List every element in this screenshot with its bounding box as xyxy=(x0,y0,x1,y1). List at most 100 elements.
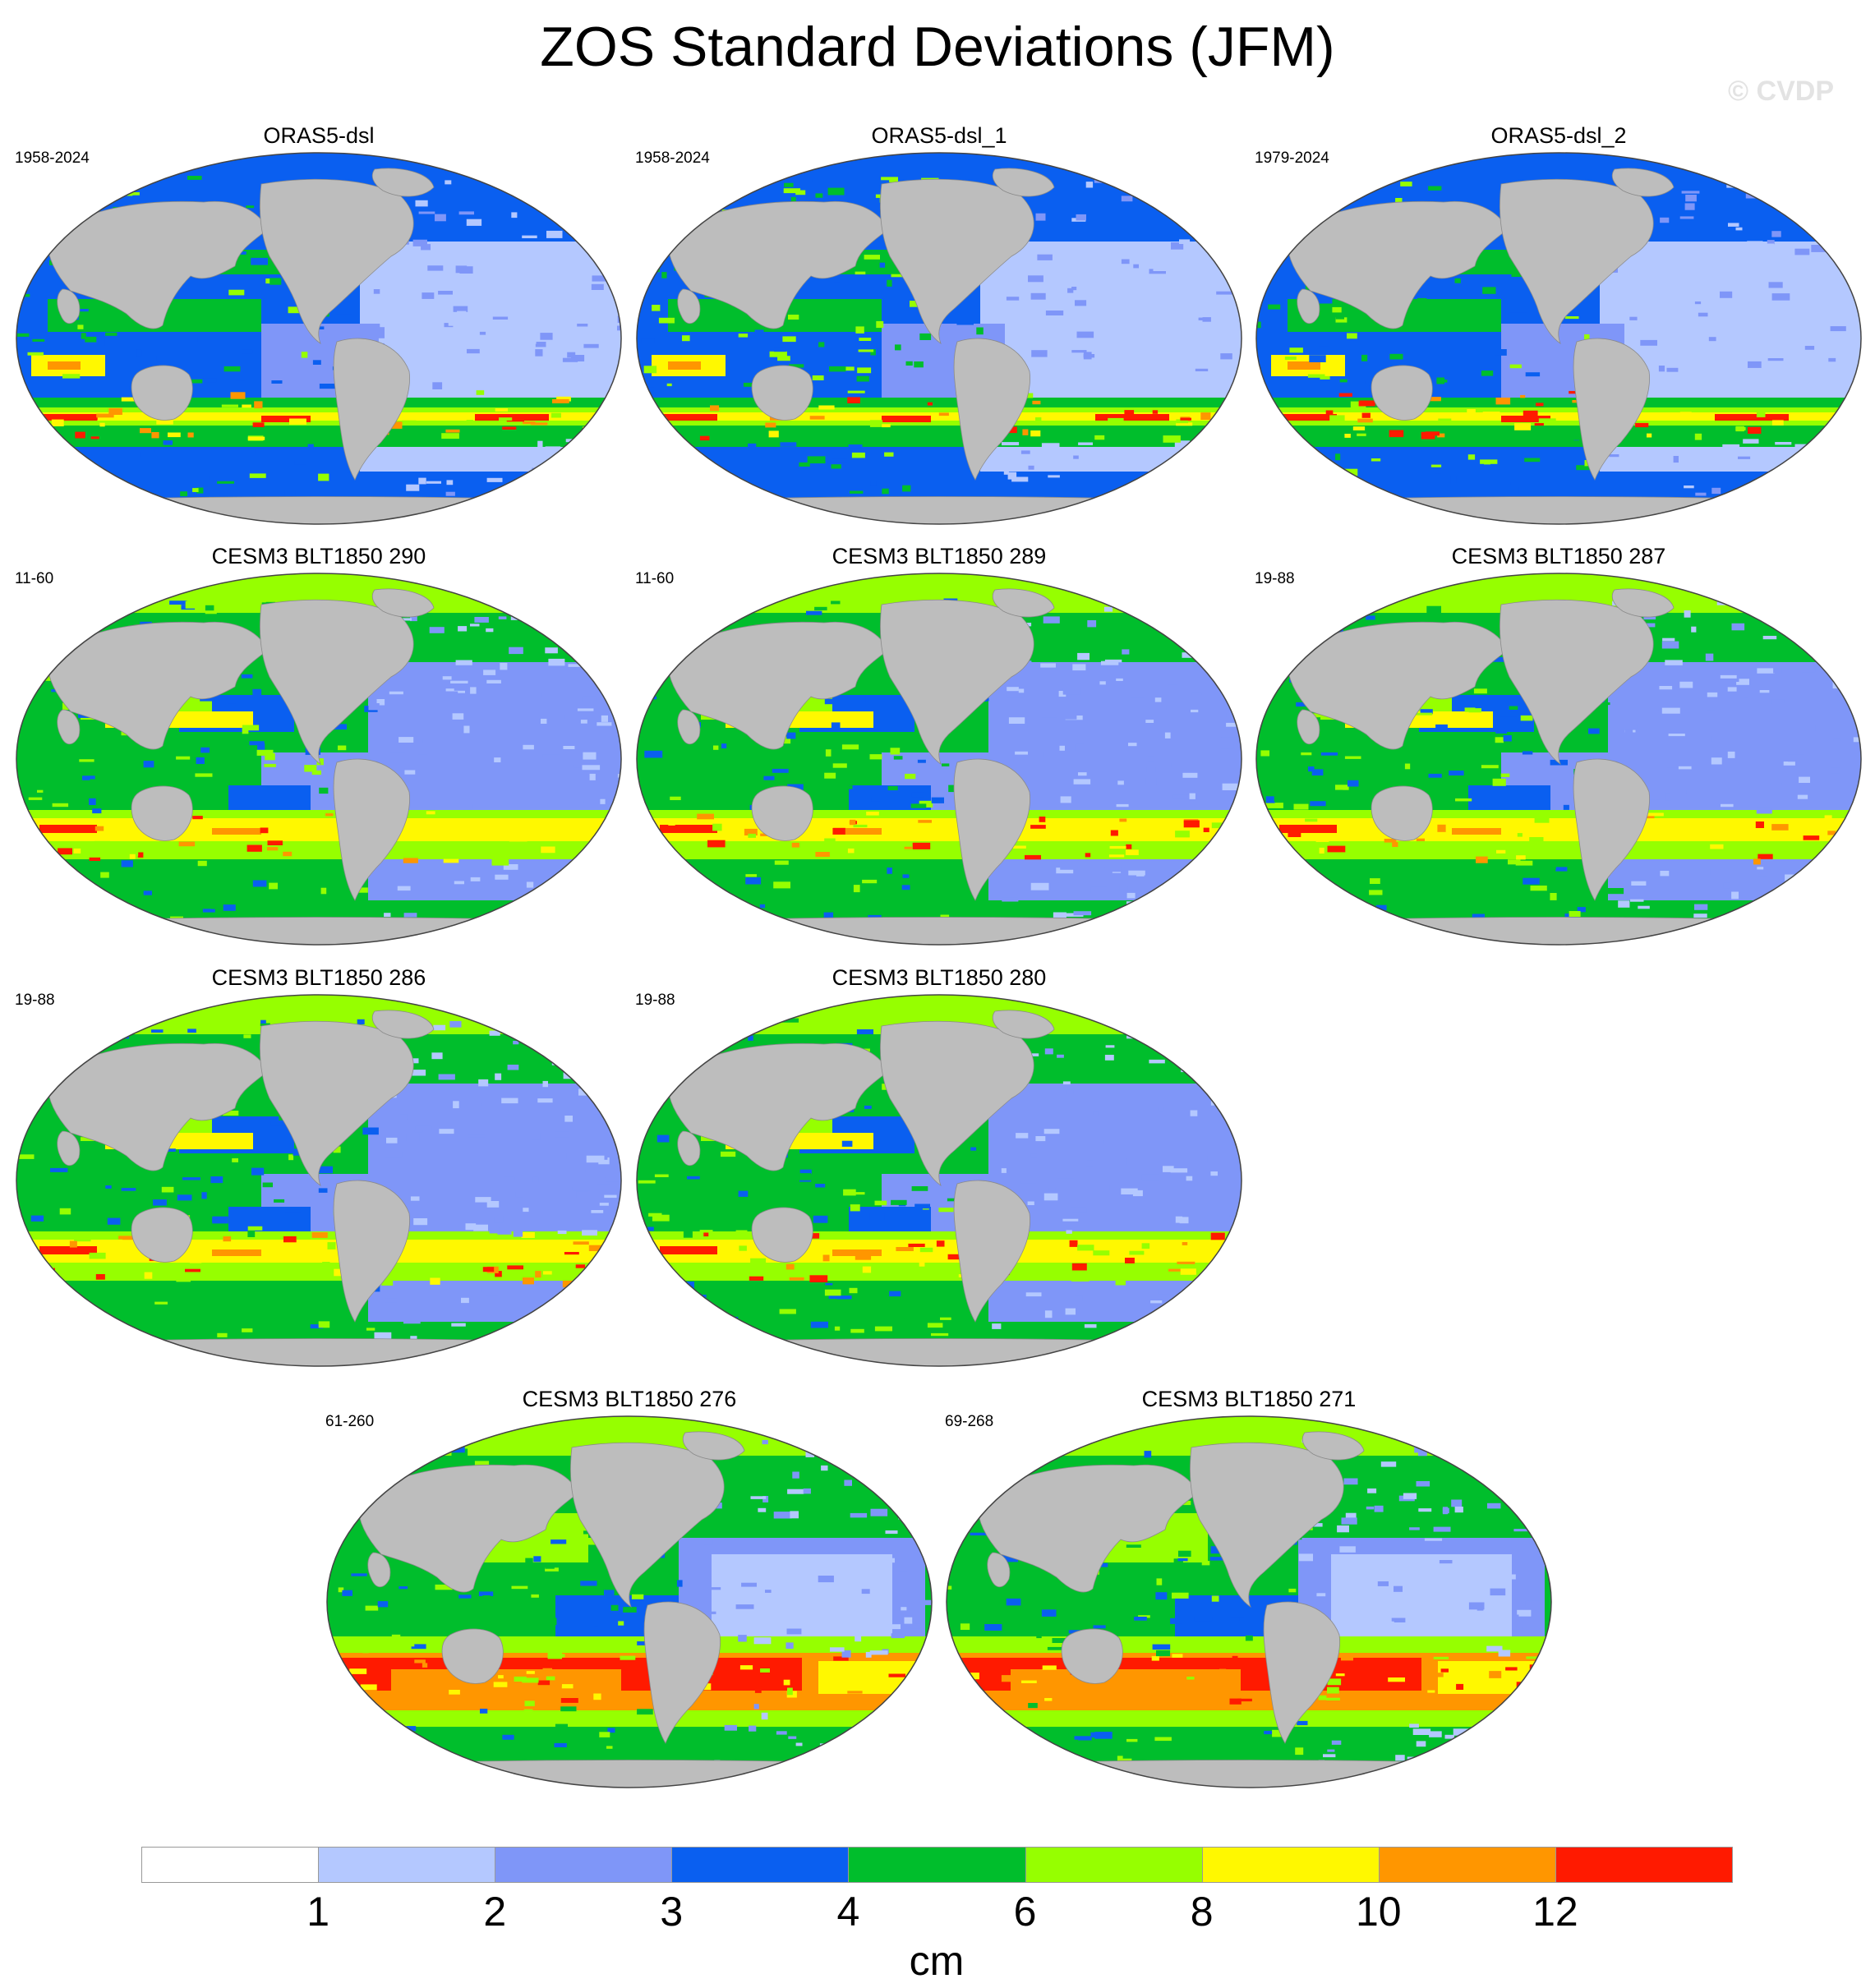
field-speckle xyxy=(942,763,950,766)
field-speckle xyxy=(433,1024,446,1031)
field-speckle xyxy=(973,1742,983,1749)
field-speckle xyxy=(1025,1292,1042,1297)
field-speckle xyxy=(1534,423,1544,426)
field-speckle xyxy=(1334,789,1343,796)
field-band xyxy=(48,361,81,370)
land-samerica xyxy=(1573,338,1650,481)
field-speckle xyxy=(788,1736,797,1739)
field-speckle xyxy=(527,1331,537,1336)
field-speckle xyxy=(1265,803,1283,808)
field-speckle xyxy=(396,1756,407,1761)
field-speckle xyxy=(903,1693,913,1697)
field-speckle xyxy=(644,750,663,758)
field-speckle xyxy=(1645,322,1653,325)
field-speckle xyxy=(843,1756,856,1760)
field-speckle xyxy=(799,462,810,467)
field-speckle xyxy=(1165,918,1182,925)
field-speckle xyxy=(567,352,576,358)
panel-title: CESM3 BLT1850 271 xyxy=(1141,1387,1357,1411)
field-speckle xyxy=(1131,1161,1139,1168)
field-speckle xyxy=(581,186,600,191)
field-speckle xyxy=(899,1320,916,1328)
field-speckle xyxy=(1093,1625,1106,1629)
field-speckle xyxy=(1195,368,1209,371)
field-speckle xyxy=(1216,1341,1228,1350)
field-speckle xyxy=(825,1285,836,1290)
field-speckle xyxy=(470,687,477,694)
field-speckle xyxy=(467,348,480,354)
field-speckle xyxy=(1124,1329,1130,1335)
field-speckle xyxy=(827,1615,837,1620)
field-speckle xyxy=(1516,855,1526,860)
field-speckle xyxy=(1317,476,1335,480)
field-speckle xyxy=(1015,1712,1022,1718)
field-speckle xyxy=(531,1594,539,1598)
field-speckle xyxy=(927,1638,932,1645)
field-speckle xyxy=(340,1550,348,1556)
field-speckle xyxy=(1799,297,1807,305)
field-speckle xyxy=(1481,370,1494,376)
field-speckle xyxy=(1304,624,1321,628)
field-speckle xyxy=(1428,773,1442,778)
field-speckle xyxy=(712,823,722,831)
field-speckle xyxy=(228,821,245,825)
field-speckle xyxy=(693,1328,711,1333)
field-speckle xyxy=(1071,287,1077,291)
field-speckle xyxy=(212,1216,228,1224)
field-speckle xyxy=(849,696,866,703)
field-speckle xyxy=(391,1634,401,1641)
field-speckle xyxy=(779,844,787,853)
field-speckle xyxy=(1245,1635,1253,1641)
field-speckle xyxy=(121,860,133,867)
field-speckle xyxy=(478,1079,489,1087)
field-speckle xyxy=(98,774,114,781)
field-speckle xyxy=(824,1289,841,1296)
field-speckle xyxy=(776,1731,787,1735)
field-speckle xyxy=(500,662,508,670)
field-speckle xyxy=(1126,844,1132,849)
field-speckle xyxy=(1061,715,1077,720)
field-speckle xyxy=(1200,412,1211,420)
field-speckle xyxy=(1512,1627,1523,1632)
field-speckle xyxy=(693,875,704,882)
field-speckle xyxy=(243,1034,251,1038)
field-speckle xyxy=(1388,1677,1405,1682)
field-speckle xyxy=(590,439,597,444)
field-speckle xyxy=(201,1192,207,1199)
field-speckle xyxy=(1428,1606,1438,1611)
field-speckle xyxy=(941,314,959,320)
field-speckle xyxy=(376,1752,388,1759)
field-speckle xyxy=(1576,465,1592,471)
field-speckle xyxy=(887,785,898,790)
field-speckle xyxy=(1509,1735,1526,1741)
field-speckle xyxy=(1569,911,1581,917)
field-speckle xyxy=(535,342,546,347)
field-speckle xyxy=(1694,370,1705,378)
field-speckle xyxy=(555,288,564,292)
field-speckle xyxy=(1057,1054,1064,1058)
field-speckle xyxy=(868,1469,882,1476)
field-speckle xyxy=(327,1242,336,1249)
field-speckle xyxy=(350,1522,361,1529)
field-speckle xyxy=(852,1306,861,1310)
field-speckle xyxy=(41,657,48,664)
field-speckle xyxy=(463,1727,478,1730)
field-speckle xyxy=(1268,304,1281,310)
field-speckle xyxy=(836,1175,854,1180)
field-speckle xyxy=(1379,1621,1394,1627)
field-speckle xyxy=(161,1186,174,1193)
field-speckle xyxy=(254,401,263,409)
field-speckle xyxy=(455,660,472,665)
field-speckle xyxy=(136,605,153,612)
field-speckle xyxy=(1319,847,1324,854)
colorbar-label: 12 xyxy=(1532,1889,1578,1935)
field-speckle xyxy=(1207,1156,1219,1162)
field-speckle xyxy=(881,177,898,182)
field-speckle xyxy=(354,1448,368,1452)
field-speckle xyxy=(37,789,44,793)
field-speckle xyxy=(1771,420,1784,426)
field-speckle xyxy=(1015,751,1028,755)
land-greenland xyxy=(1611,588,1675,618)
field-speckle xyxy=(881,1470,899,1474)
field-speckle xyxy=(1204,880,1219,888)
